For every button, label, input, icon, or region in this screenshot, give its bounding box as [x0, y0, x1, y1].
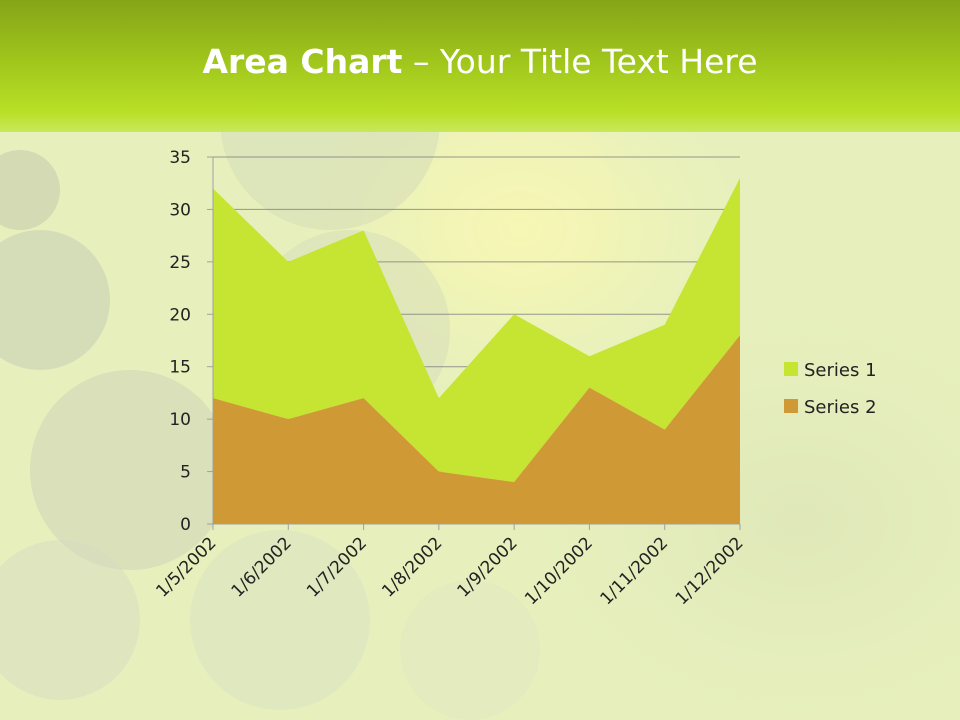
slide-title-regular: – Your Title Text Here: [402, 42, 758, 81]
y-tick-label-20: 20: [169, 305, 191, 325]
title-band: [0, 0, 960, 132]
y-tick-label-30: 30: [169, 200, 191, 220]
slide-title: Area Chart – Your Title Text Here: [0, 42, 960, 81]
legend-label-series-1: Series 1: [804, 360, 877, 381]
legend-swatch-series-2: [784, 399, 798, 413]
x-tick-label-4: 1/9/2002: [454, 533, 522, 601]
x-tick-label-7: 1/12/2002: [672, 533, 748, 609]
area-series-2: [213, 335, 740, 524]
x-tick-label-1: 1/6/2002: [228, 533, 296, 601]
y-tick-label-25: 25: [169, 253, 191, 273]
x-tick-label-3: 1/8/2002: [378, 533, 446, 601]
area-series-1: [213, 177, 740, 483]
x-tick-label-0: 1/5/2002: [152, 533, 220, 601]
x-tick-label-2: 1/7/2002: [303, 533, 371, 601]
legend-swatch-series-1: [784, 362, 798, 376]
x-tick-label-5: 1/10/2002: [521, 533, 597, 609]
y-tick-label-15: 15: [169, 358, 191, 378]
y-tick-label-5: 5: [180, 463, 191, 483]
legend-label-series-2: Series 2: [804, 397, 877, 418]
x-tick-label-6: 1/11/2002: [596, 533, 672, 609]
y-tick-label-35: 35: [169, 148, 191, 168]
slide-title-bold: Area Chart: [202, 42, 403, 81]
y-tick-label-0: 0: [180, 515, 191, 535]
y-tick-label-10: 10: [169, 410, 191, 430]
